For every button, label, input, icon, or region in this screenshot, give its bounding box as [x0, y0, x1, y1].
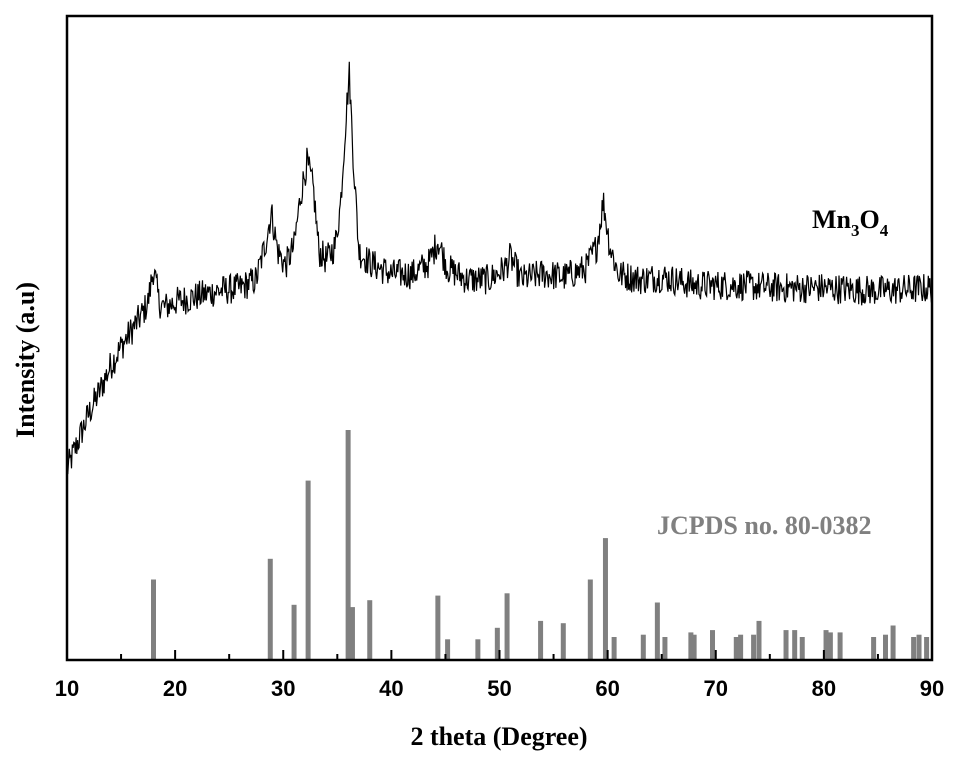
x-axis-tick-labels: 10 20 30 40 50 60 70 80 90 [55, 676, 944, 701]
reference-bar [655, 603, 660, 661]
reference-bar [475, 639, 480, 660]
reference-bar [734, 637, 739, 660]
sample-label: Mn3O4 [812, 205, 889, 240]
reference-bar [784, 630, 789, 660]
reference-bar [792, 630, 797, 660]
reference-bar [751, 635, 756, 660]
reference-bar [350, 607, 355, 660]
reference-bar [692, 635, 697, 660]
reference-bar [924, 637, 929, 660]
reference-bar [757, 621, 762, 660]
reference-bar [911, 637, 916, 660]
reference-bar [883, 635, 888, 660]
reference-bar [800, 637, 805, 660]
reference-bar [505, 593, 510, 660]
x-axis-title: 2 theta (Degree) [410, 722, 587, 751]
reference-bar [367, 600, 372, 660]
x-tick-label: 10 [55, 676, 79, 701]
x-tick-label: 80 [812, 676, 836, 701]
reference-bar [603, 538, 608, 660]
x-tick-label: 50 [487, 676, 511, 701]
reference-bar [268, 559, 273, 660]
reference-bar [828, 632, 833, 660]
reference-bar [346, 430, 351, 660]
reference-bar [588, 580, 593, 661]
x-tick-label: 60 [595, 676, 619, 701]
x-tick-label: 70 [704, 676, 728, 701]
x-tick-label: 90 [920, 676, 944, 701]
reference-bar [292, 605, 297, 660]
reference-bars [151, 430, 929, 660]
measured-pattern-line [67, 62, 931, 474]
reference-bar [641, 635, 646, 660]
reference-bar [838, 632, 843, 660]
x-tick-label: 30 [271, 676, 295, 701]
plot-frame [67, 16, 932, 660]
x-tick-label: 40 [379, 676, 403, 701]
reference-bar [538, 621, 543, 660]
reference-bar [710, 630, 715, 660]
reference-bar [917, 635, 922, 660]
reference-bar [435, 596, 440, 660]
reference-bar [561, 623, 566, 660]
reference-bar [871, 637, 876, 660]
reference-bar [151, 580, 156, 661]
reference-bar [738, 635, 743, 660]
y-axis-title: Intensity (a.u) [11, 282, 40, 438]
reference-label: JCPDS no. 80-0382 [657, 511, 872, 540]
reference-bar [891, 626, 896, 661]
reference-bar [662, 637, 667, 660]
x-tick-label: 20 [163, 676, 187, 701]
reference-bar [612, 637, 617, 660]
reference-bar [306, 481, 311, 660]
